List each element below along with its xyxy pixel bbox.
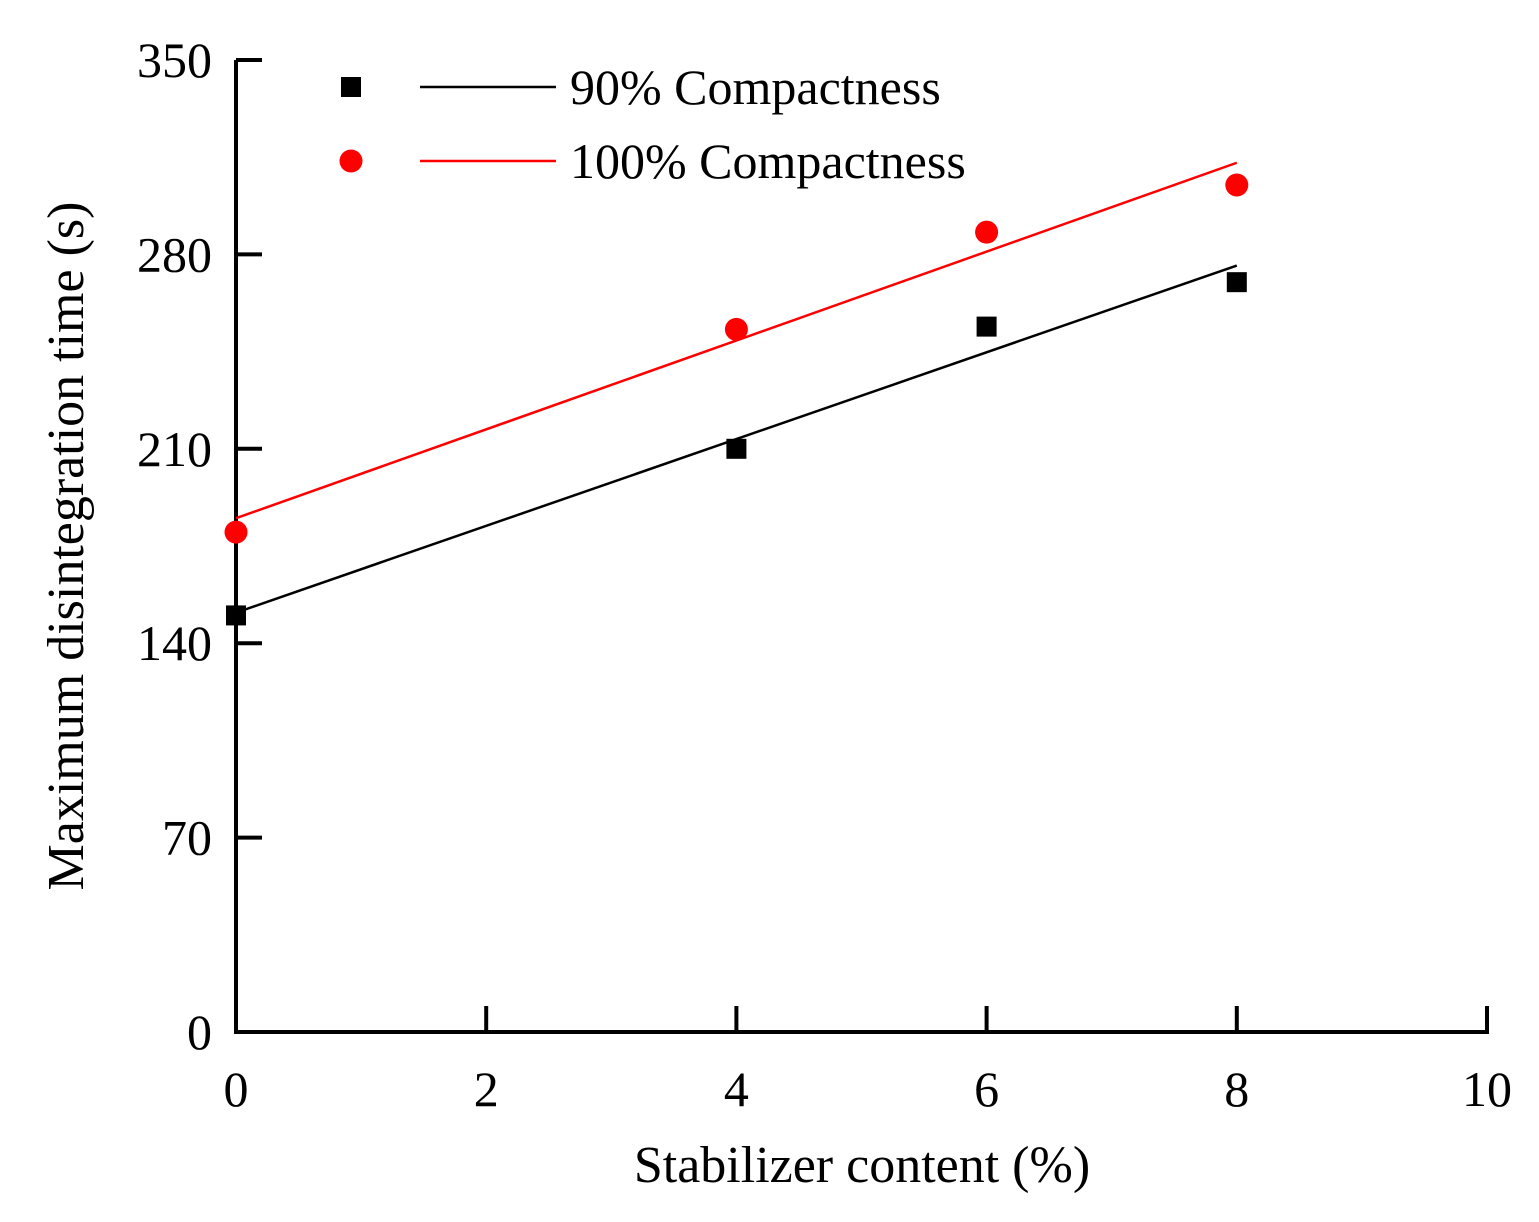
data-point-series-1 (976, 316, 997, 337)
data-point-series-1 (226, 605, 246, 626)
y-axis-label: Maximum disintegration time (s) (38, 202, 95, 891)
y-tick-label: 140 (137, 615, 212, 671)
legend-label-series-1: 90% Compactness (570, 59, 941, 115)
data-point-series-1 (726, 438, 747, 459)
fit-lines (235, 161, 1238, 614)
x-tick-label: 0 (224, 1061, 249, 1117)
data-point-series-2 (975, 220, 999, 244)
data-point-series-2 (724, 317, 748, 341)
data-point-series-2 (1225, 173, 1249, 197)
x-tick-label: 4 (724, 1061, 749, 1117)
data-point-series-2 (224, 520, 248, 544)
x-tick-label: 10 (1462, 1061, 1512, 1117)
y-tick-label: 210 (137, 421, 212, 477)
axes (234, 60, 1489, 1034)
legend-marker-series-2 (339, 149, 363, 173)
y-tick-label: 350 (137, 32, 212, 88)
x-axis-label: Stabilizer content (%) (634, 1137, 1090, 1194)
x-tick-label: 6 (974, 1061, 999, 1117)
x-tick-label: 8 (1224, 1061, 1249, 1117)
y-tick-label: 0 (187, 1004, 212, 1060)
data-points (224, 173, 1249, 626)
legend: 90% Compactness 100% Compactness (339, 59, 966, 189)
legend-marker-series-1 (341, 77, 361, 97)
x-tick-label: 2 (474, 1061, 499, 1117)
data-point-series-1 (1226, 272, 1247, 293)
ticks: 0 70 140 210 280 350 0 2 4 6 8 10 (137, 32, 1512, 1117)
y-tick-label: 280 (137, 226, 212, 282)
legend-label-series-2: 100% Compactness (570, 133, 966, 189)
y-tick-label: 70 (162, 810, 212, 866)
